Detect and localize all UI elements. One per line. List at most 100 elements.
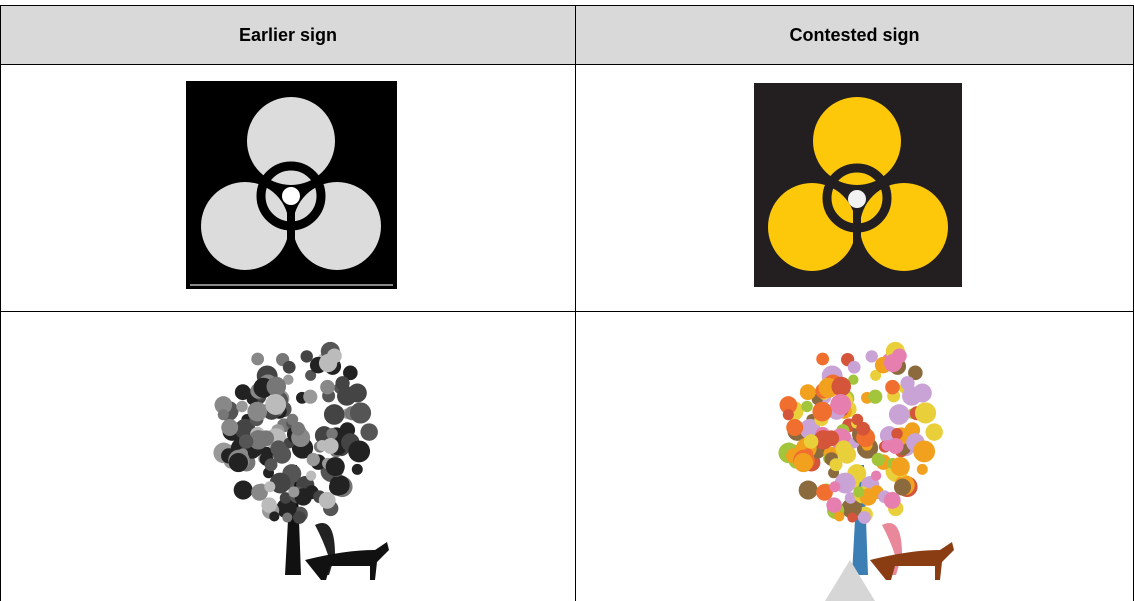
leaf <box>848 374 859 385</box>
leaf <box>234 418 256 440</box>
leaf <box>908 365 923 381</box>
leaf <box>272 445 292 464</box>
leaf <box>305 470 317 481</box>
leaf <box>316 439 328 452</box>
leaf <box>282 360 296 374</box>
leaf <box>779 396 798 414</box>
leaf <box>813 430 833 450</box>
leaf <box>830 394 852 415</box>
leaf <box>318 491 336 509</box>
leaf <box>300 350 313 363</box>
leaf <box>247 401 268 422</box>
leaf <box>292 511 306 524</box>
leaf <box>868 389 883 404</box>
earlier-logo <box>186 81 397 289</box>
leaf <box>793 452 813 473</box>
leaf <box>865 350 878 363</box>
leaf <box>801 400 813 413</box>
header-cell: Contested sign <box>576 6 1133 64</box>
leaf <box>305 369 317 381</box>
border <box>0 5 1 601</box>
leaf <box>306 452 320 467</box>
leaf <box>888 404 910 425</box>
leaf <box>856 421 870 436</box>
leaf <box>890 457 910 477</box>
leaf <box>887 437 904 454</box>
leaf <box>893 478 912 496</box>
leaf <box>847 512 858 523</box>
leaf <box>264 458 278 472</box>
leaf <box>816 352 830 366</box>
leaf <box>283 374 294 385</box>
leaf <box>853 486 865 498</box>
leaf <box>923 406 936 420</box>
leaf <box>786 419 804 437</box>
header-text: Earlier sign <box>238 24 338 45</box>
leaf <box>326 428 338 440</box>
leaf <box>826 497 842 513</box>
leaf <box>279 492 292 504</box>
leaf <box>328 478 347 496</box>
leaf <box>303 389 318 404</box>
leaf <box>844 492 857 504</box>
leaf <box>228 452 248 473</box>
leaf <box>925 423 943 441</box>
leaf <box>891 428 903 440</box>
header-text: Contested sign <box>789 24 920 45</box>
leaf <box>883 491 901 509</box>
border <box>0 311 1134 312</box>
leaf <box>782 409 794 421</box>
earlier-tree <box>213 341 389 580</box>
leaf <box>881 439 893 452</box>
leaf <box>233 480 253 500</box>
contested-tree <box>778 341 954 580</box>
leaf <box>248 430 268 450</box>
leaf <box>348 440 371 463</box>
leaf <box>288 486 300 498</box>
leaf <box>326 348 342 364</box>
leaf <box>335 376 350 391</box>
leaf <box>834 511 845 522</box>
header-cell: Earlier sign <box>1 6 575 64</box>
leaf <box>251 352 265 366</box>
leaf <box>829 481 841 493</box>
leaf <box>291 421 305 436</box>
leaf <box>812 401 833 422</box>
leaf <box>837 445 857 464</box>
leaf <box>325 457 345 477</box>
leaf <box>320 379 335 395</box>
leaf <box>902 386 922 406</box>
leaf <box>214 396 233 414</box>
leaf <box>337 386 357 406</box>
leaf <box>282 512 293 523</box>
leaf <box>870 470 882 481</box>
leaf <box>870 369 882 381</box>
leaf <box>841 498 862 519</box>
leaf <box>265 394 287 415</box>
leaf <box>217 409 229 421</box>
leaf <box>891 348 907 364</box>
border <box>0 64 1134 65</box>
leaf <box>916 463 928 475</box>
leaf <box>829 458 843 472</box>
leaf <box>816 484 833 501</box>
leaf <box>323 404 345 425</box>
leaf <box>269 511 280 522</box>
leaf <box>264 481 276 493</box>
leaf <box>261 497 277 513</box>
leaf <box>266 376 287 397</box>
leaf <box>913 440 936 463</box>
leaf <box>885 379 900 395</box>
leaf <box>847 360 861 374</box>
border <box>0 5 1134 6</box>
leaf <box>322 437 339 454</box>
watermark <box>825 560 875 601</box>
leaf <box>360 423 378 441</box>
leaf <box>276 498 297 519</box>
leaf <box>871 452 885 467</box>
contested-logo <box>754 83 962 287</box>
leaf <box>857 511 871 524</box>
leaf <box>358 406 371 420</box>
leaf <box>900 376 915 391</box>
